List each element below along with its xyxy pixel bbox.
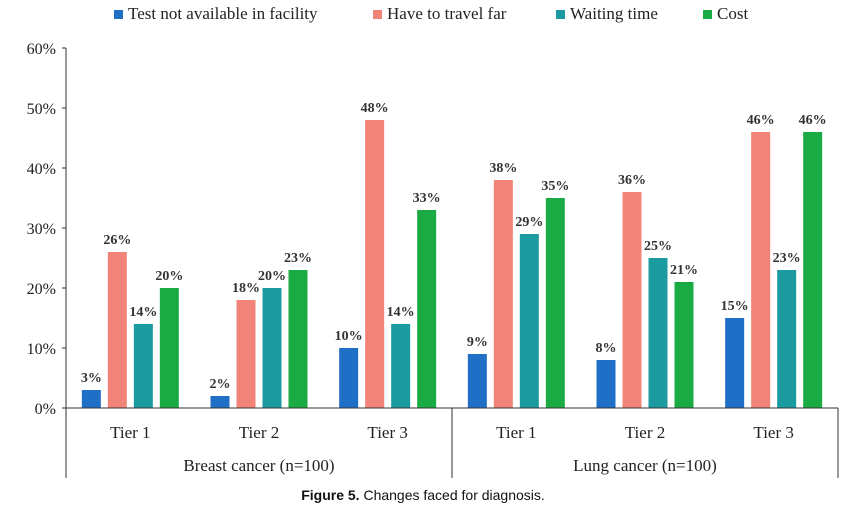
legend-swatch-1: [114, 10, 123, 19]
data-label: 25%: [644, 239, 672, 254]
data-label: 33%: [413, 191, 441, 206]
data-label: 46%: [747, 113, 775, 128]
data-label: 23%: [773, 251, 801, 266]
x-tick-label: Tier 1: [110, 423, 150, 442]
data-label: 14%: [387, 305, 415, 320]
legend-label-1: Test not available in facility: [128, 4, 318, 23]
y-tick-label: 40%: [27, 161, 56, 178]
x-tick-label: Tier 3: [367, 423, 407, 442]
x-tick-label: Tier 1: [496, 423, 536, 442]
data-label: 2%: [210, 377, 231, 392]
x-tick-label: Tier 2: [625, 423, 665, 442]
bar: [674, 282, 694, 408]
bar: [493, 180, 513, 408]
bar: [339, 348, 359, 408]
bar: [622, 192, 642, 408]
figure-caption: Figure 5. Changes faced for diagnosis.: [0, 487, 846, 503]
group-label: Lung cancer (n=100): [573, 456, 717, 475]
legend-label-3: Waiting time: [570, 4, 658, 23]
bar: [236, 300, 256, 408]
figure-caption-text: Changes faced for diagnosis.: [359, 487, 545, 503]
bar: [159, 288, 179, 408]
data-labels: 3%26%14%20%2%18%20%23%10%48%14%33%9%38%2…: [81, 101, 827, 392]
data-label: 8%: [596, 341, 617, 356]
y-tick-label: 30%: [27, 221, 56, 238]
bar: [81, 390, 101, 408]
figure-caption-label: Figure 5.: [301, 487, 360, 503]
y-axis: 0% 10% 20% 30% 40% 50% 60%: [27, 41, 67, 418]
y-tick-label: 0%: [35, 401, 56, 418]
y-tick-label: 60%: [27, 41, 56, 58]
data-label: 15%: [721, 299, 749, 314]
bar: [803, 132, 823, 408]
data-label: 20%: [258, 269, 286, 284]
y-tick-label: 20%: [27, 281, 56, 298]
data-label: 20%: [155, 269, 183, 284]
legend-swatch-4: [703, 10, 712, 19]
bar: [262, 288, 282, 408]
group-label: Breast cancer (n=100): [183, 456, 334, 475]
bar: [133, 324, 153, 408]
y-tick-label: 10%: [27, 341, 56, 358]
bar: [519, 234, 539, 408]
bar: [107, 252, 127, 408]
y-tick-label: 50%: [27, 101, 56, 118]
data-label: 9%: [467, 335, 488, 350]
x-tick-label: Tier 3: [753, 423, 793, 442]
data-label: 29%: [515, 215, 543, 230]
data-label: 26%: [103, 233, 131, 248]
bar: [545, 198, 565, 408]
legend-label-2: Have to travel far: [387, 4, 507, 23]
legend: Test not available in facility Have to tr…: [114, 4, 748, 23]
data-label: 3%: [81, 371, 102, 386]
bar: [596, 360, 616, 408]
data-label: 35%: [541, 179, 569, 194]
data-label: 23%: [284, 251, 312, 266]
bar: [751, 132, 771, 408]
bar: [288, 270, 308, 408]
bar: [365, 120, 385, 408]
bar: [648, 258, 668, 408]
data-label: 14%: [129, 305, 157, 320]
bar: [417, 210, 437, 408]
data-label: 10%: [335, 329, 363, 344]
legend-label-4: Cost: [717, 4, 748, 23]
legend-swatch-3: [556, 10, 565, 19]
data-label: 38%: [489, 161, 517, 176]
x-axis: Tier 1 Tier 2 Tier 3 Tier 1 Tier 2 Tier 3 Brea…: [65, 407, 839, 478]
bar: [777, 270, 797, 408]
bars: [81, 120, 823, 408]
bar: [467, 354, 487, 408]
data-label: 46%: [799, 113, 827, 128]
data-label: 18%: [232, 281, 260, 296]
x-tick-label: Tier 2: [239, 423, 279, 442]
bar: [391, 324, 411, 408]
data-label: 48%: [361, 101, 389, 116]
data-label: 21%: [670, 263, 698, 278]
data-label: 36%: [618, 173, 646, 188]
bar: [210, 396, 230, 408]
bar: [725, 318, 745, 408]
legend-swatch-2: [373, 10, 382, 19]
